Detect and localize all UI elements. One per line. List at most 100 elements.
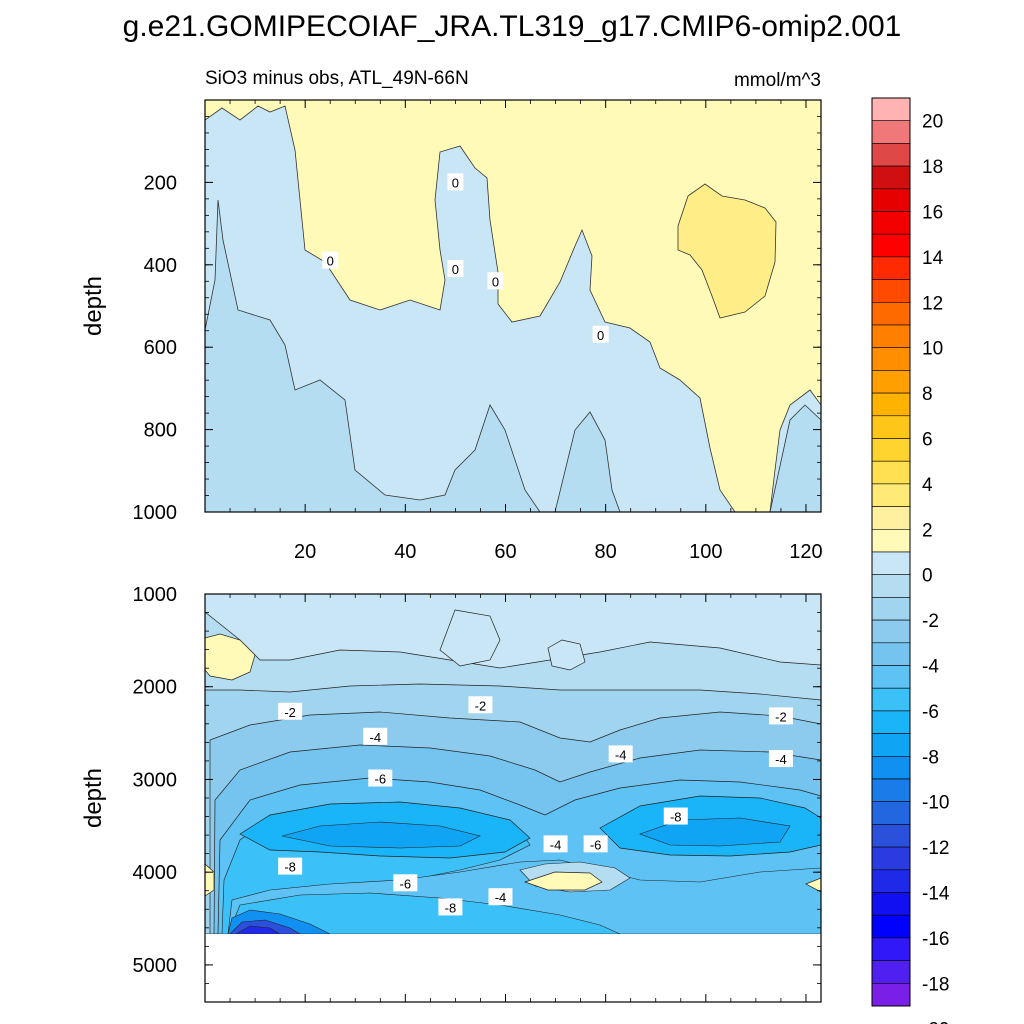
contour-label: -4	[369, 730, 381, 745]
colorbar-swatch	[871, 914, 911, 939]
contour-label: 0	[597, 328, 604, 343]
upper-y-tick-label: 400	[144, 255, 177, 277]
lower-panel-fill	[205, 594, 821, 934]
upper-negative-region	[205, 199, 541, 512]
upper-x-tick-label: 120	[789, 541, 822, 563]
contour-label: -6	[400, 876, 412, 891]
upper-x-tick-label: 100	[689, 541, 722, 563]
colorbar-label: 4	[922, 475, 933, 496]
colorbar-swatch	[871, 120, 911, 144]
colorbar-swatch	[871, 97, 911, 122]
colorbar-swatch	[871, 301, 911, 326]
contour-label-box	[393, 874, 418, 892]
contour-label: -2	[284, 705, 296, 720]
lower-bottom-minimum-core	[235, 925, 281, 934]
colorbar-swatch	[871, 233, 911, 258]
contour-label-box	[447, 259, 464, 277]
contour-label-box	[487, 272, 504, 290]
colorbar-swatch	[871, 347, 911, 371]
colorbar-swatch	[871, 937, 911, 961]
colorbar-swatch	[871, 506, 911, 530]
contour-label: -8	[670, 810, 682, 825]
lower-core-left-inner	[281, 821, 481, 849]
upper-x-tick-label: 20	[294, 541, 316, 563]
colorbar-label: -12	[922, 838, 949, 859]
upper-y-tick-label: 200	[144, 172, 177, 194]
colorbar-swatch	[871, 392, 911, 417]
colorbar-swatch	[871, 824, 911, 848]
upper-y-tick-label: 800	[144, 420, 177, 442]
colorbar-label: 18	[922, 157, 943, 178]
upper-x-tick-label: 60	[494, 541, 516, 563]
colorbar-label: -6	[922, 702, 939, 723]
upper-positive-patch	[677, 183, 777, 319]
colorbar-swatch	[871, 370, 911, 394]
lower-left-positive-patch	[205, 633, 256, 681]
lower-y-tick-label: 4000	[133, 862, 178, 884]
colorbar-frame	[871, 97, 911, 1007]
colorbar-label: -14	[922, 884, 950, 905]
colorbar-swatch	[871, 892, 911, 916]
colorbar-swatch	[871, 665, 911, 689]
upper-plot-frame	[204, 99, 822, 513]
colorbar-swatch	[871, 165, 911, 190]
colorbar-swatch	[871, 211, 911, 235]
contour-label-box	[438, 898, 463, 916]
colorbar-label: 20	[922, 112, 943, 133]
contour-label-box	[468, 696, 493, 714]
lower-core-right-inner	[639, 817, 791, 847]
colorbar-swatch	[871, 960, 911, 984]
contour-label: -6	[375, 772, 387, 787]
chart-title: g.e21.GOMIPECOIAF_JRA.TL319_g17.CMIP6-om…	[123, 10, 902, 43]
colorbar-swatch	[871, 574, 911, 598]
contour-label-box	[447, 173, 464, 191]
upper-y-tick-label: 1000	[133, 502, 178, 524]
colorbar-label: 10	[922, 339, 943, 360]
contour-label: -6	[590, 837, 602, 852]
colorbar-label: -16	[922, 929, 949, 950]
contour-label-box	[278, 857, 303, 875]
contour-label-box	[608, 745, 633, 763]
contour-label: -8	[445, 900, 457, 915]
lower-y-tick-label: 1000	[133, 584, 178, 606]
colorbar-label: 0	[922, 566, 933, 587]
contour-label: -4	[495, 890, 507, 905]
lower-mid-positive-patch-2	[439, 609, 501, 667]
colorbar-label: -18	[922, 974, 949, 995]
upper-panel-fill	[205, 100, 821, 512]
lower-mid-positive-patch	[547, 639, 586, 671]
colorbar-swatch	[871, 733, 911, 757]
upper-y-tick-label: 600	[144, 337, 177, 359]
contour-label: 0	[452, 175, 459, 190]
colorbar-swatch	[871, 438, 911, 462]
upper-y-axis: 200 400 600 800 1000	[133, 99, 821, 524]
upper-x-axis: 20 40 60 80 100 120	[229, 100, 823, 563]
colorbar-swatch	[871, 801, 911, 825]
lower-panel: -2 -2 -2 -4 -4 -4 -4 -4 -6 -6 -6 -8 -8 -8 1000 2000 300…	[80, 584, 822, 1003]
colorbar-swatch	[871, 869, 911, 893]
contour-label: -4	[550, 837, 562, 852]
contour-label: -2	[775, 709, 787, 724]
colorbar-swatch	[871, 483, 911, 507]
colorbar-swatch	[871, 687, 911, 712]
colorbar-swatch	[871, 324, 911, 349]
colorbar-swatch	[871, 710, 911, 734]
units-label: mmol/m^3	[734, 70, 821, 91]
colorbar-swatch	[871, 415, 911, 439]
lower-bottom-ridge	[227, 892, 621, 934]
lower-positive-bump-inner	[523, 871, 603, 891]
upper-x-tick-label: 80	[595, 541, 617, 563]
colorbar-label: 12	[922, 293, 943, 314]
lower-right-edge-patch	[805, 877, 821, 893]
upper-x-tick-label: 40	[394, 541, 416, 563]
colorbar-swatch	[871, 755, 911, 780]
lower-y-axis-title: depth	[80, 768, 107, 828]
upper-panel: 0 0 0 0 0 20 40 60 80 100 120 200 400 600 800 1000 de…	[80, 99, 823, 563]
contour-label-box	[583, 835, 608, 853]
colorbar-swatch	[871, 460, 911, 485]
colorbar-swatch	[871, 143, 911, 167]
colorbar-label: -10	[922, 793, 949, 814]
colorbar-swatch	[871, 642, 911, 666]
colorbar-swatch	[871, 551, 911, 576]
contour-label: -8	[284, 860, 296, 875]
